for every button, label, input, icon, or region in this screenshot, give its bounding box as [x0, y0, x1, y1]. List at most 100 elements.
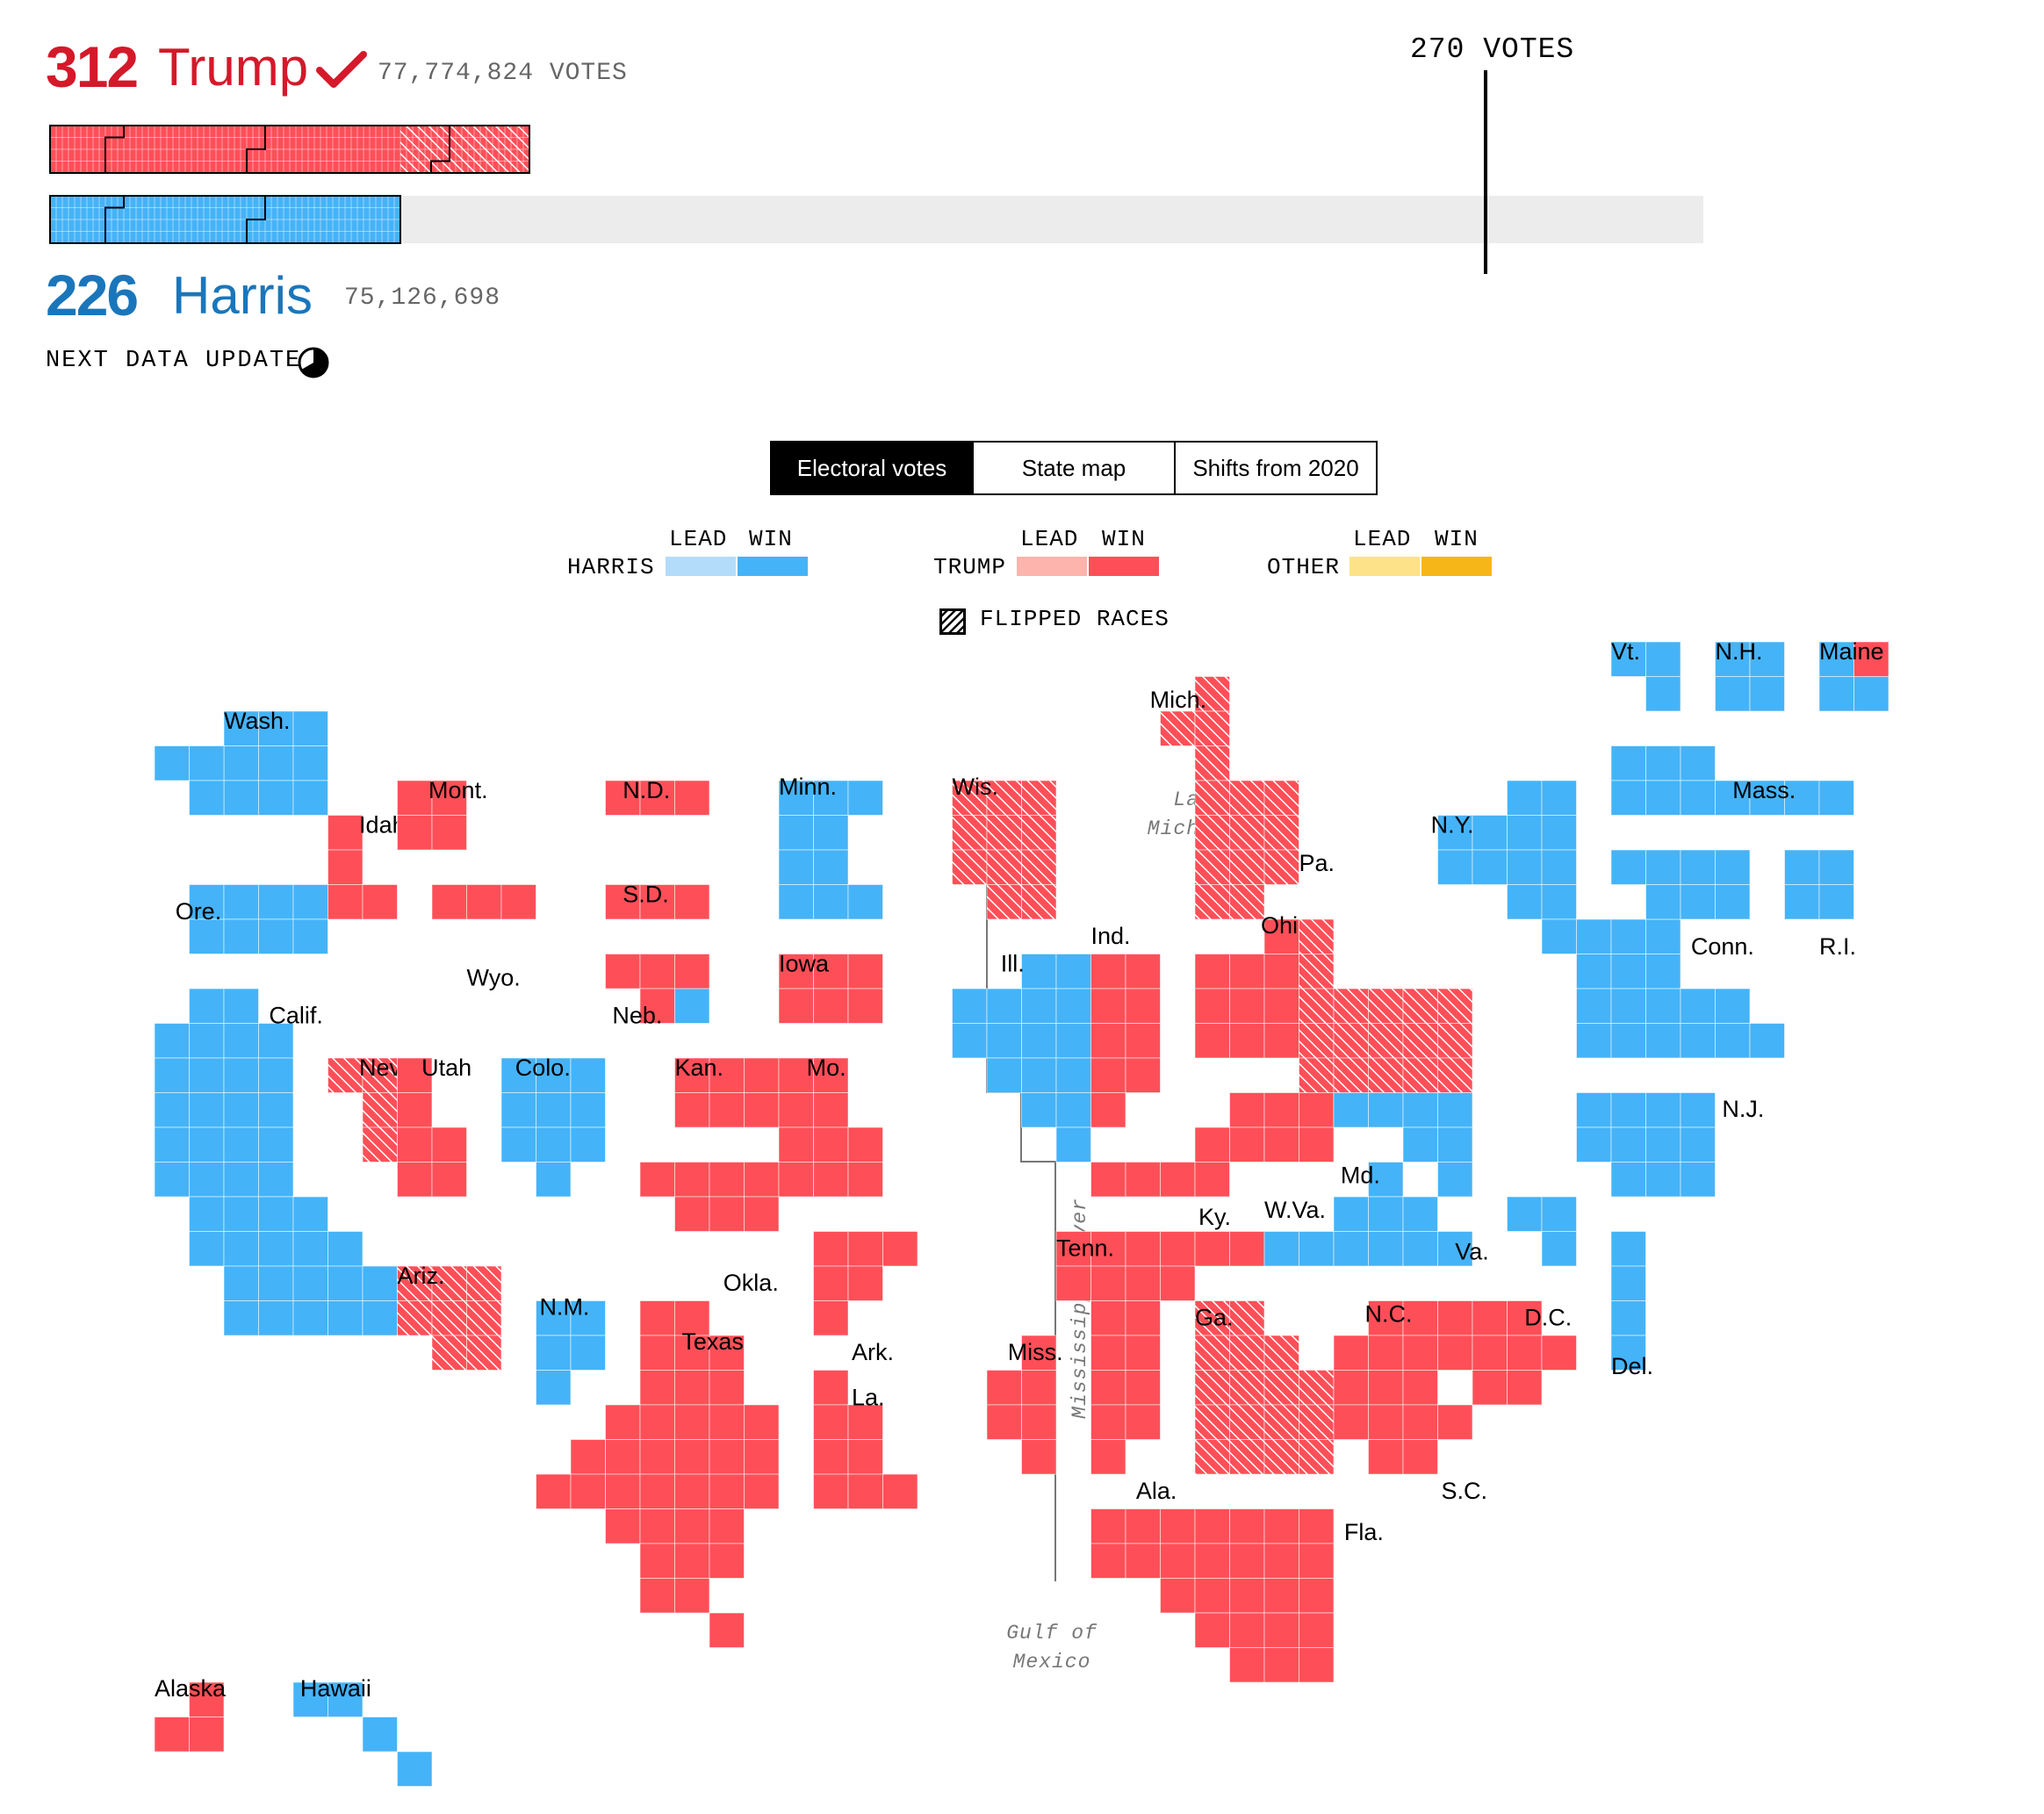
- state-label-n-j: N.J.: [1722, 1096, 1764, 1122]
- winner-check-icon: [316, 51, 367, 88]
- state-mont[interactable]: [397, 780, 467, 851]
- tab-shifts-from-2020[interactable]: Shifts from 2020: [1176, 443, 1376, 493]
- state-ark[interactable]: [813, 1231, 918, 1336]
- state-label-ark: Ark.: [852, 1339, 894, 1365]
- legend-harris-win-swatch: [738, 557, 808, 576]
- state-vt[interactable]: [1610, 641, 1681, 712]
- state-md[interactable]: [1333, 1092, 1473, 1198]
- state-miss[interactable]: [986, 1335, 1057, 1475]
- state-w-va[interactable]: [1263, 1092, 1335, 1163]
- legend-win-harris: WIN: [749, 526, 793, 552]
- tab-electoral-votes[interactable]: Electoral votes: [772, 443, 974, 493]
- state-fla[interactable]: [1090, 1508, 1335, 1683]
- state-kan[interactable]: [674, 1057, 780, 1128]
- legend-win-trump: WIN: [1102, 526, 1146, 552]
- state-del[interactable]: [1610, 1231, 1646, 1371]
- harris-popular-votes: 75,126,698: [344, 284, 501, 312]
- trump-electoral-total: 312: [46, 34, 139, 99]
- state-mich[interactable]: [1160, 676, 1299, 920]
- legend-flipped-label: FLIPPED RACES: [980, 606, 1170, 632]
- state-calif[interactable]: [154, 988, 398, 1336]
- state-wyo[interactable]: [431, 884, 536, 920]
- state-n-d[interactable]: [605, 780, 710, 816]
- state-label-okla: Okla.: [723, 1270, 779, 1296]
- state-d-c[interactable]: [1507, 1196, 1577, 1267]
- legend-trump-win-swatch: [1089, 557, 1159, 576]
- legend-win-other: WIN: [1435, 526, 1479, 552]
- harris-candidate-name: Harris: [172, 266, 313, 325]
- state-s-c[interactable]: [1333, 1370, 1473, 1475]
- state-neb[interactable]: [605, 954, 710, 1024]
- state-n-m[interactable]: [536, 1300, 606, 1406]
- flipped-hatch-icon: [939, 608, 966, 635]
- threshold-label: 270 VOTES: [1410, 33, 1575, 66]
- state-label-fla: Fla.: [1344, 1519, 1384, 1545]
- next-data-update-label: NEXT DATA UPDATE: [46, 348, 302, 374]
- state-mass[interactable]: [1610, 745, 1854, 816]
- state-n-c[interactable]: [1333, 1300, 1577, 1406]
- state-la[interactable]: [813, 1370, 918, 1509]
- state-label-ill: Ill.: [1001, 951, 1025, 977]
- state-label-wyo: Wyo.: [467, 964, 521, 990]
- state-pa[interactable]: [1299, 918, 1473, 1093]
- state-wis[interactable]: [952, 780, 1057, 920]
- state-va[interactable]: [1263, 1162, 1473, 1267]
- state-ore[interactable]: [189, 884, 328, 954]
- state-ga[interactable]: [1194, 1300, 1335, 1475]
- state-ill[interactable]: [952, 954, 1091, 1163]
- state-ohio[interactable]: [1194, 918, 1299, 1059]
- tab-state-map[interactable]: State map: [974, 443, 1176, 493]
- electoral-bars: [49, 70, 1703, 274]
- state-utah[interactable]: [397, 1057, 467, 1198]
- harris-electoral-total: 226: [46, 263, 139, 328]
- state-n-y[interactable]: [1437, 780, 1577, 954]
- harris-electoral-bar: [49, 195, 401, 244]
- state-idaho[interactable]: [327, 815, 398, 920]
- state-minn[interactable]: [778, 780, 883, 920]
- state-label-pa: Pa.: [1299, 850, 1335, 876]
- state-hawaii[interactable]: [292, 1681, 433, 1787]
- gulf-of-mexico-label-2: Mexico: [1013, 1651, 1091, 1674]
- state-label-s-c: S.C.: [1441, 1478, 1487, 1504]
- legend-trump-lead-swatch: [1017, 557, 1087, 576]
- legend-lead-other: LEAD: [1353, 526, 1412, 552]
- legend-trump-label: TRUMP: [933, 554, 1007, 580]
- state-n-h[interactable]: [1715, 641, 1785, 712]
- state-label-conn: Conn.: [1691, 933, 1754, 960]
- state-maine[interactable]: [1818, 641, 1889, 712]
- state-mass-part[interactable]: [1610, 849, 1751, 920]
- state-conn[interactable]: [1576, 918, 1785, 1059]
- state-alaska[interactable]: [154, 1681, 225, 1753]
- state-ariz[interactable]: [397, 1265, 502, 1371]
- state-label-ala: Ala.: [1136, 1478, 1177, 1504]
- update-timer-icon: [298, 347, 329, 378]
- trump-electoral-bar: [49, 125, 530, 174]
- state-colo[interactable]: [500, 1057, 606, 1198]
- legend-lead-harris: LEAD: [669, 526, 728, 552]
- state-iowa[interactable]: [778, 954, 883, 1024]
- legend-other-win-swatch: [1421, 557, 1492, 576]
- legend-other-lead-swatch: [1349, 557, 1420, 576]
- state-wash[interactable]: [154, 710, 328, 816]
- state-s-d[interactable]: [605, 884, 710, 920]
- mississippi-river-label: Mississippi River: [1069, 1198, 1091, 1419]
- state-label-ind: Ind.: [1091, 923, 1131, 949]
- legend-harris-label: HARRIS: [567, 554, 655, 580]
- state-tenn[interactable]: [1055, 1231, 1265, 1301]
- state-label-w-va: W.Va.: [1264, 1197, 1326, 1223]
- state-ala[interactable]: [1090, 1300, 1161, 1475]
- legend-lead-trump: LEAD: [1020, 526, 1079, 552]
- state-ind[interactable]: [1090, 954, 1161, 1128]
- state-texas[interactable]: [536, 1300, 780, 1648]
- state-nev[interactable]: [327, 1057, 398, 1163]
- state-mo[interactable]: [778, 1057, 883, 1198]
- trump-popular-votes: 77,774,824 VOTES: [378, 60, 628, 87]
- view-tabs: Electoral votes State map Shifts from 20…: [770, 441, 1378, 495]
- gulf-of-mexico-label-1: Gulf of: [1006, 1622, 1098, 1645]
- legend-harris-lead-swatch: [666, 557, 736, 576]
- state-n-j[interactable]: [1576, 1092, 1716, 1198]
- trump-candidate-name: Trump: [158, 38, 309, 97]
- state-okla[interactable]: [639, 1162, 780, 1232]
- state-label-r-i: R.I.: [1819, 933, 1856, 960]
- state-r-i[interactable]: [1784, 849, 1854, 920]
